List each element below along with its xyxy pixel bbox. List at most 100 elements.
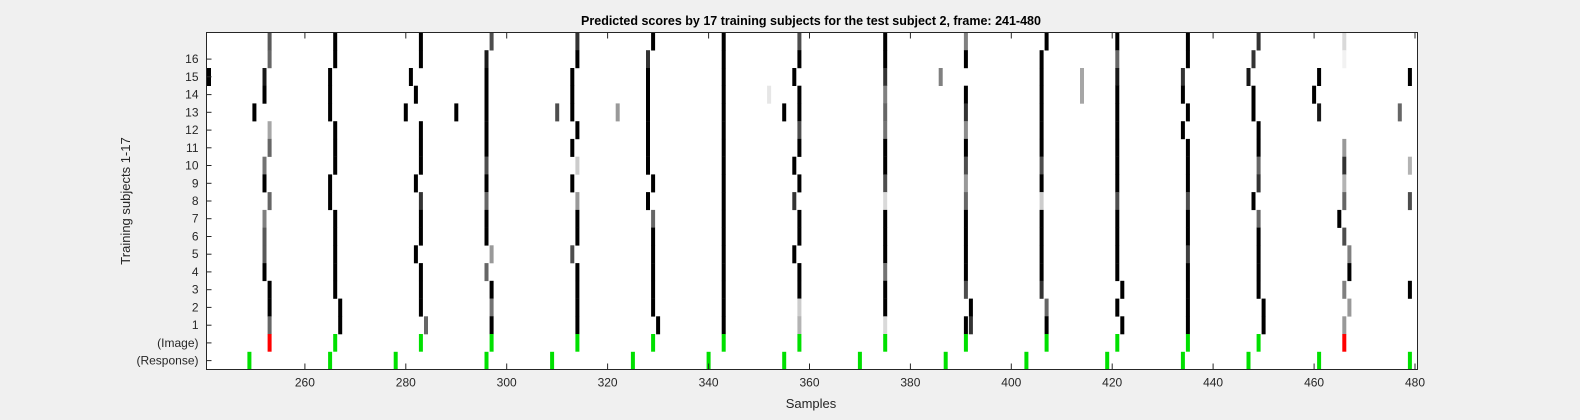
score-cell bbox=[963, 85, 968, 104]
score-cell bbox=[721, 192, 726, 211]
score-cell bbox=[1180, 121, 1185, 140]
score-cell bbox=[1039, 85, 1044, 104]
score-cell bbox=[489, 280, 494, 299]
score-cell bbox=[1256, 32, 1261, 51]
score-cell bbox=[883, 263, 888, 282]
score-cell bbox=[721, 50, 726, 69]
score-cell bbox=[1115, 68, 1120, 86]
score-cell bbox=[646, 192, 650, 211]
score-cell bbox=[333, 263, 338, 282]
score-cell bbox=[333, 280, 338, 299]
score-cell bbox=[1115, 192, 1120, 211]
response-event-marker bbox=[1317, 351, 1322, 370]
score-cell bbox=[883, 103, 888, 122]
response-event-marker bbox=[630, 351, 635, 370]
score-cell bbox=[1039, 138, 1044, 157]
score-cell bbox=[489, 298, 494, 317]
score-cell bbox=[721, 68, 726, 86]
score-cell bbox=[1342, 316, 1347, 335]
score-cell bbox=[1312, 85, 1317, 104]
score-cell bbox=[570, 103, 575, 122]
score-cell bbox=[418, 50, 423, 69]
score-cell bbox=[1039, 227, 1044, 246]
score-cell bbox=[1120, 316, 1125, 335]
response-event-marker bbox=[943, 351, 948, 370]
score-cell bbox=[489, 245, 494, 264]
image-event-marker bbox=[963, 334, 968, 352]
score-cell bbox=[963, 263, 968, 282]
image-event-marker bbox=[1044, 334, 1049, 352]
score-cell bbox=[575, 227, 580, 246]
score-cell bbox=[721, 103, 726, 122]
score-cell bbox=[570, 174, 575, 193]
y-tick-label: 6 bbox=[192, 230, 199, 244]
score-cell bbox=[418, 138, 423, 157]
score-cell bbox=[484, 121, 489, 140]
y-tick-label: 16 bbox=[185, 52, 199, 66]
y-tick-label: 2 bbox=[192, 300, 199, 314]
score-cell bbox=[484, 103, 489, 122]
x-tick-label: 360 bbox=[799, 376, 819, 390]
score-cell bbox=[883, 85, 888, 104]
score-cell bbox=[1180, 68, 1185, 86]
score-cell bbox=[418, 156, 423, 175]
x-tick-label: 260 bbox=[295, 376, 315, 390]
score-cell bbox=[575, 316, 580, 335]
response-event-marker bbox=[782, 351, 787, 370]
score-cell bbox=[1080, 68, 1084, 86]
score-cell bbox=[963, 192, 968, 211]
score-cell bbox=[328, 174, 333, 193]
image-event-marker bbox=[418, 334, 423, 352]
score-cell bbox=[262, 68, 267, 86]
score-cell bbox=[413, 85, 418, 104]
score-cell bbox=[1261, 298, 1266, 317]
y-tick-label: 15 bbox=[185, 70, 199, 84]
score-cell bbox=[333, 227, 338, 246]
score-cell bbox=[1185, 316, 1190, 335]
score-cell bbox=[651, 209, 656, 228]
score-cell bbox=[1246, 68, 1251, 86]
score-cell bbox=[721, 227, 726, 246]
y-tick-label: 1 bbox=[192, 318, 199, 332]
score-cell bbox=[1185, 32, 1190, 51]
score-cell bbox=[721, 263, 726, 282]
score-cell bbox=[883, 245, 888, 264]
score-cell bbox=[267, 32, 272, 51]
score-cell bbox=[1347, 298, 1352, 317]
score-cell bbox=[1185, 103, 1190, 122]
score-cell bbox=[963, 103, 968, 122]
score-cell bbox=[328, 68, 333, 86]
score-cell bbox=[262, 209, 267, 228]
response-event-marker bbox=[393, 351, 398, 370]
score-cell bbox=[484, 68, 489, 86]
response-event-marker bbox=[1407, 351, 1412, 370]
score-cell bbox=[883, 209, 888, 228]
score-cell bbox=[262, 227, 267, 246]
score-cell bbox=[262, 85, 267, 104]
score-cell bbox=[938, 68, 943, 86]
score-cell bbox=[1317, 68, 1322, 86]
score-cell bbox=[575, 192, 580, 211]
score-cell bbox=[1185, 174, 1190, 193]
y-tick-label: 7 bbox=[192, 212, 199, 226]
score-cell bbox=[267, 50, 272, 69]
score-cell bbox=[883, 138, 888, 157]
y-tick-label: 5 bbox=[192, 247, 199, 261]
score-cell bbox=[1039, 50, 1044, 69]
score-cell bbox=[333, 50, 338, 69]
score-cell bbox=[963, 209, 968, 228]
score-cell bbox=[1347, 245, 1352, 264]
response-event-marker bbox=[1180, 351, 1185, 370]
score-cell bbox=[575, 121, 580, 140]
x-tick-label: 440 bbox=[1203, 376, 1223, 390]
y-tick-label: (Image) bbox=[157, 336, 198, 350]
score-cell bbox=[1185, 227, 1190, 246]
score-cell bbox=[408, 68, 413, 86]
response-event-marker bbox=[247, 351, 252, 370]
score-cell bbox=[651, 245, 656, 264]
score-cell bbox=[575, 32, 580, 51]
image-event-marker bbox=[651, 334, 656, 352]
response-event-marker bbox=[550, 351, 555, 370]
score-cell bbox=[1115, 174, 1120, 193]
